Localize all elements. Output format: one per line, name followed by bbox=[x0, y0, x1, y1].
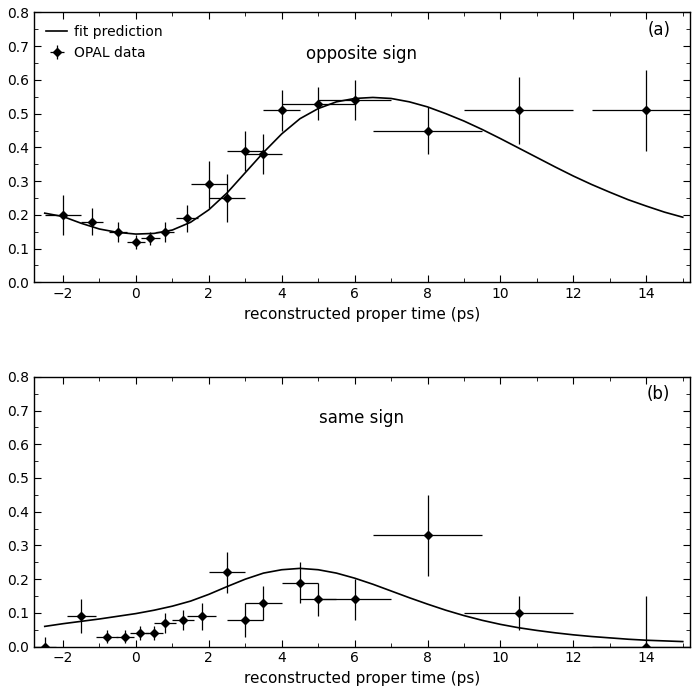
Text: (a): (a) bbox=[648, 21, 671, 39]
Text: same sign: same sign bbox=[319, 409, 404, 427]
X-axis label: reconstructed proper time (ps): reconstructed proper time (ps) bbox=[244, 671, 480, 686]
Text: (b): (b) bbox=[647, 385, 671, 403]
Text: opposite sign: opposite sign bbox=[307, 45, 418, 63]
X-axis label: reconstructed proper time (ps): reconstructed proper time (ps) bbox=[244, 307, 480, 322]
Legend: fit prediction, OPAL data: fit prediction, OPAL data bbox=[40, 19, 168, 65]
